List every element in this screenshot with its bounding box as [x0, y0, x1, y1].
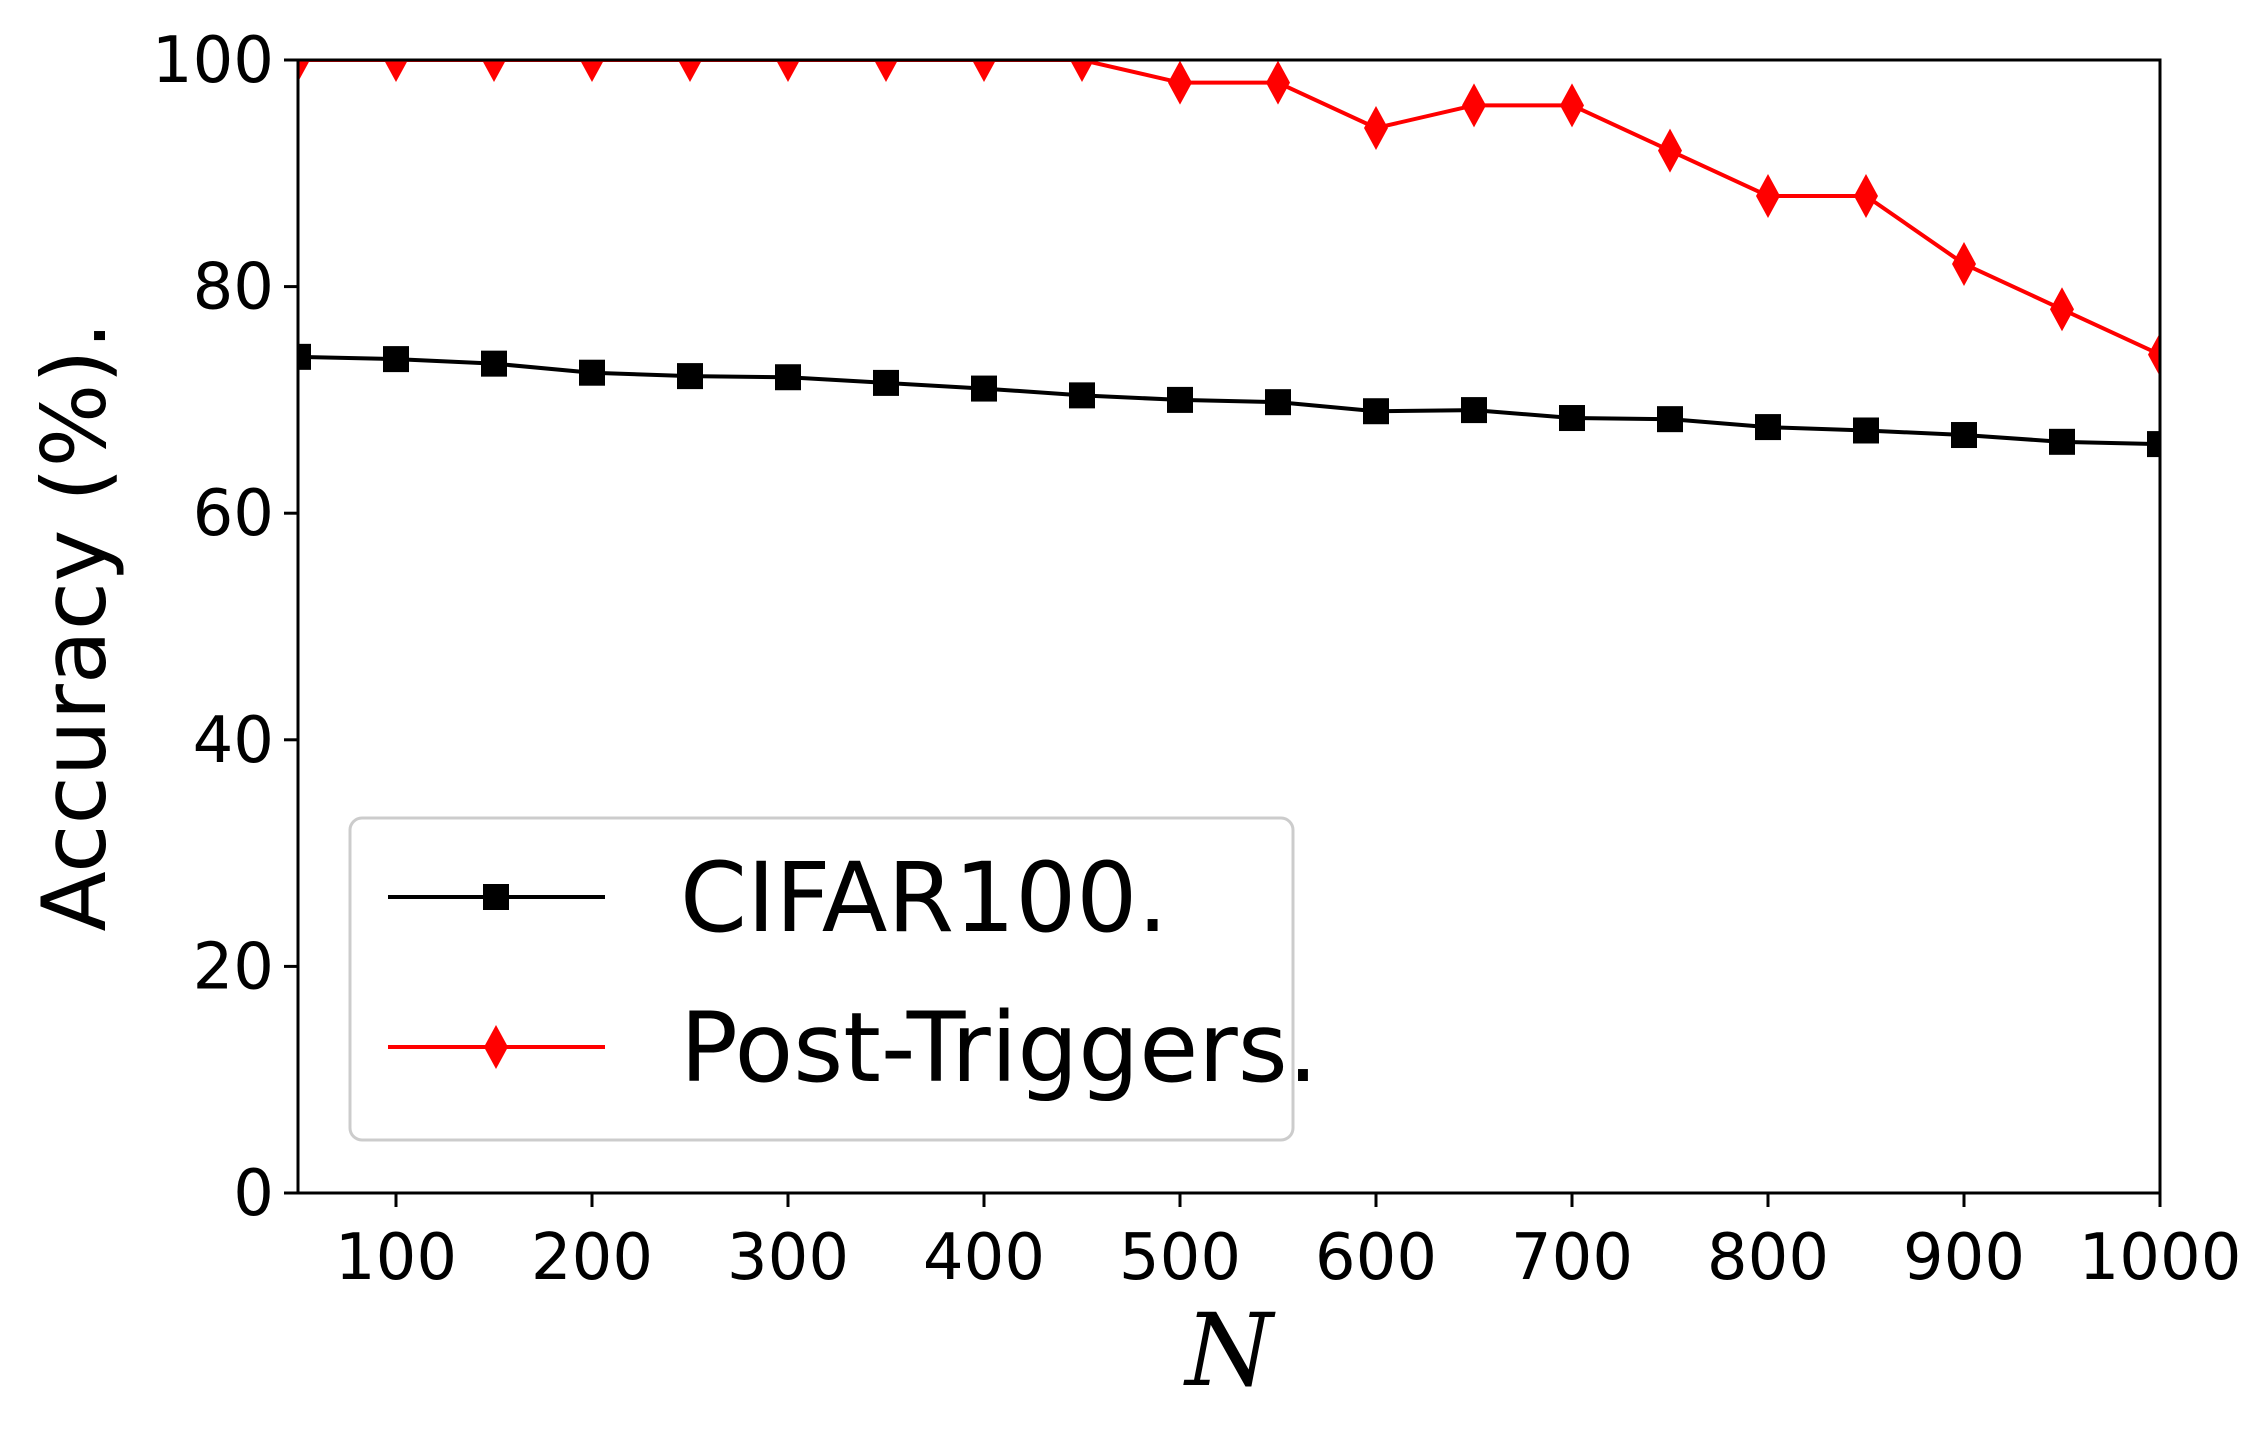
data-point — [678, 60, 702, 82]
x-tick-label: 600 — [1315, 1221, 1437, 1295]
y-axis-title: Accuracy (%). — [23, 322, 126, 932]
data-point — [2050, 287, 2074, 332]
x-tick-label: 200 — [531, 1221, 653, 1295]
legend-entry: Post-Triggers. — [388, 992, 1318, 1104]
legend-marker — [483, 884, 509, 910]
data-point — [1363, 398, 1389, 425]
legend-marker — [484, 1025, 508, 1069]
data-point — [1265, 389, 1291, 416]
data-point — [775, 364, 801, 391]
data-point — [482, 60, 506, 82]
series-line — [298, 60, 2160, 357]
data-point — [677, 363, 703, 390]
legend-label: Post-Triggers. — [680, 992, 1318, 1104]
y-tick-label: 0 — [233, 1157, 274, 1231]
data-point — [481, 350, 507, 377]
y-tick-label: 60 — [193, 477, 274, 551]
data-point — [298, 343, 311, 370]
legend-label: CIFAR100. — [680, 842, 1168, 954]
data-point — [1755, 414, 1781, 441]
data-point — [580, 60, 604, 82]
series-layer — [298, 60, 2160, 458]
data-point — [1853, 417, 1879, 444]
data-point — [1657, 406, 1683, 433]
y-tick-label: 80 — [193, 251, 274, 325]
x-tick-label: 700 — [1511, 1221, 1633, 1295]
data-point — [298, 60, 310, 82]
data-point — [971, 375, 997, 402]
data-point — [1069, 382, 1095, 409]
x-tick-label: 900 — [1903, 1221, 2025, 1295]
data-point — [2148, 332, 2160, 377]
data-point — [2049, 428, 2075, 455]
data-point — [384, 60, 408, 82]
data-point — [2147, 431, 2160, 458]
data-point — [874, 60, 898, 82]
x-tick-label: 1000 — [2079, 1221, 2242, 1295]
data-point — [1364, 105, 1388, 150]
y-tick-label: 40 — [193, 704, 274, 778]
plot-frame — [296, 58, 2162, 1195]
axis-ticks: 100 200 300 400 500 600 700 800 900 1000 0 20 40 60 80… — [152, 24, 2242, 1295]
x-tick-label: 500 — [1119, 1221, 1241, 1295]
legend-entry: CIFAR100. — [388, 842, 1168, 954]
data-point — [873, 369, 899, 396]
data-point — [1462, 83, 1486, 128]
legend-entries: CIFAR100. Post-Triggers. — [388, 842, 1318, 1104]
data-point — [1167, 386, 1193, 413]
x-tick-label: 100 — [335, 1221, 457, 1295]
series-1 — [298, 343, 2160, 458]
x-axis-title: N — [1183, 1292, 1276, 1409]
data-point — [1266, 60, 1290, 105]
data-point — [579, 359, 605, 386]
data-point — [1952, 241, 1976, 286]
data-point — [1560, 83, 1584, 128]
data-point — [972, 60, 996, 82]
y-tick-label: 100 — [152, 24, 274, 98]
data-point — [1070, 60, 1094, 82]
data-point — [776, 60, 800, 82]
data-point — [383, 346, 409, 373]
data-point — [1756, 173, 1780, 218]
series-line — [298, 354, 2160, 447]
data-point — [1168, 60, 1192, 105]
data-point — [1461, 397, 1487, 424]
data-point — [1951, 422, 1977, 449]
x-tick-label: 400 — [923, 1221, 1045, 1295]
y-tick-label: 20 — [193, 930, 274, 1004]
legend: CIFAR100. Post-Triggers. — [348, 816, 1318, 1142]
data-point — [1559, 405, 1585, 432]
data-point — [1658, 128, 1682, 173]
series-2 — [298, 60, 2160, 377]
data-point — [1854, 173, 1878, 218]
x-tick-label: 800 — [1707, 1221, 1829, 1295]
x-tick-label: 300 — [727, 1221, 849, 1295]
